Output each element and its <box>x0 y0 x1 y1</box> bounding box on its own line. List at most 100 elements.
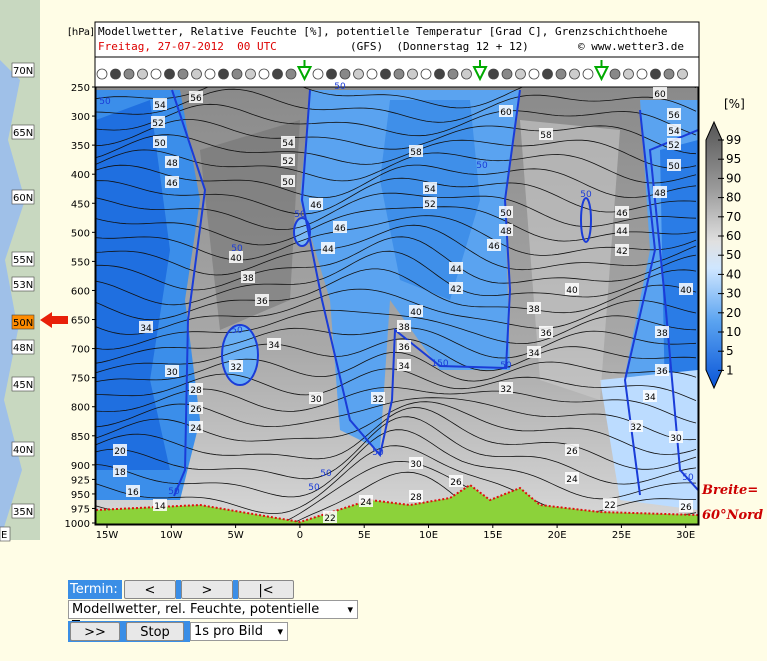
contour-label: 52 <box>152 119 163 129</box>
contour-label-bg <box>565 472 579 484</box>
legend-label: 20 <box>726 306 741 320</box>
contour-label: 38 <box>656 329 668 339</box>
lat-label: 35N <box>13 507 33 518</box>
pressure-label: 700 <box>71 345 90 356</box>
first-button[interactable]: |< <box>238 580 294 599</box>
stop-button[interactable]: Stop <box>126 622 184 641</box>
contour-label: 24 <box>190 424 202 434</box>
next-button[interactable]: > <box>181 580 233 599</box>
contour-label-bg <box>189 383 203 395</box>
contour-label: 36 <box>256 297 268 307</box>
humidity-label: 50 <box>231 326 243 336</box>
contour-label-bg <box>397 340 411 352</box>
contour-label: 46 <box>488 242 500 252</box>
contour-label-bg <box>309 198 323 210</box>
legend-label: 99 <box>726 133 741 147</box>
humidity-label: 50 <box>168 487 180 497</box>
lat-box <box>11 314 35 330</box>
contour-label-bg <box>603 498 617 510</box>
theta-contour <box>96 177 697 215</box>
legend-unit: [%] <box>724 97 745 111</box>
contour-label: 32 <box>630 423 641 433</box>
contour-label-bg <box>371 392 385 404</box>
contour-label-bg <box>539 326 553 338</box>
contour-label: 36 <box>540 329 552 339</box>
lat-label: 48N <box>13 343 33 354</box>
moon-icon <box>110 68 121 80</box>
lat-box <box>11 376 35 392</box>
pressure-label: 800 <box>71 403 90 414</box>
pressure-label: 450 <box>71 199 90 210</box>
theta-contour <box>96 309 697 350</box>
contour-label-bg <box>499 224 513 236</box>
moon-icon <box>258 68 270 80</box>
contour-label: 46 <box>616 209 628 219</box>
contour-label-bg <box>449 262 463 274</box>
pressure-label: 750 <box>71 374 90 385</box>
contour-label: 52 <box>282 157 293 167</box>
pressure-label: 850 <box>71 432 90 443</box>
contour-label-bg <box>113 465 127 477</box>
plot-frame <box>95 86 699 525</box>
moon-icon <box>164 68 175 80</box>
legend-label: 10 <box>726 325 741 339</box>
contour-label-bg <box>189 402 203 414</box>
pressure-label: 950 <box>71 490 90 501</box>
contour-label: 60 <box>500 108 512 118</box>
contour-label-bg <box>527 346 541 358</box>
pressure-label: 300 <box>71 112 90 123</box>
lat-box <box>11 251 35 267</box>
contour-label: 44 <box>450 265 462 275</box>
contour-label-bg <box>409 490 423 502</box>
contour-label: 56 <box>668 111 680 121</box>
theta-contour <box>96 134 697 169</box>
humidity-label: 50 <box>682 473 694 483</box>
contour-label: 40 <box>680 286 692 296</box>
moon-icon <box>663 68 675 80</box>
contour-label: 22 <box>324 514 335 524</box>
contour-label: 34 <box>140 324 152 334</box>
contour-label: 26 <box>680 503 692 513</box>
contour-label-bg <box>323 511 337 523</box>
contour-label: 28 <box>190 386 202 396</box>
contour-label: 58 <box>410 148 422 158</box>
contour-label-bg <box>653 186 667 198</box>
contour-label-bg <box>655 364 669 376</box>
moon-icon <box>515 68 526 80</box>
contour-label: 54 <box>424 185 436 195</box>
humidity-contours <box>171 89 698 497</box>
contour-label-bg <box>409 305 423 317</box>
contour-label-bg <box>229 251 243 263</box>
contour-label-bg <box>487 239 501 251</box>
theta-contour <box>96 103 697 137</box>
contour-label-bg <box>321 242 335 254</box>
prev-button[interactable]: < <box>124 580 176 599</box>
theta-contour <box>96 206 697 246</box>
contour-label: 30 <box>410 460 422 470</box>
contour-label-bg <box>309 392 323 404</box>
contour-label-bg <box>615 206 629 218</box>
moon-icon <box>555 68 567 80</box>
theta-contour <box>96 429 697 500</box>
moon-icon <box>204 68 216 80</box>
product-select[interactable]: Modellwetter, rel. Feuchte, potentielle … <box>68 600 358 634</box>
contour-label-bg <box>643 390 657 402</box>
contour-label-bg <box>655 326 669 338</box>
contour-label: 48 <box>654 189 666 199</box>
moon-icon <box>326 68 337 80</box>
contour-label: 48 <box>500 227 512 237</box>
contour-label-bg <box>397 320 411 332</box>
contour-label-bg <box>615 244 629 256</box>
contour-label: 48 <box>166 159 178 169</box>
play-button[interactable]: >> <box>70 622 120 641</box>
legend-label: 30 <box>726 287 741 301</box>
legend-label: 70 <box>726 210 741 224</box>
pressure-label: 600 <box>71 286 90 297</box>
pressure-label: 350 <box>71 141 90 152</box>
contour-label-bg <box>667 138 681 150</box>
contour-label: 32 <box>500 385 511 395</box>
contour-label-bg <box>679 500 693 512</box>
sep <box>176 580 181 599</box>
theta-contour <box>96 407 697 470</box>
speed-select[interactable]: 1s pro Bild <box>190 622 288 641</box>
